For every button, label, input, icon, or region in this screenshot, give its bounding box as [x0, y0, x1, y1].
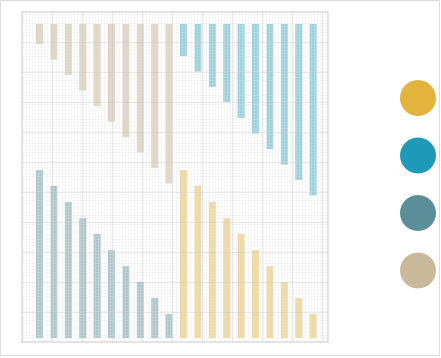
color-swatch: [400, 252, 436, 289]
palette: [400, 80, 436, 289]
color-swatch: [400, 80, 436, 116]
color-swatch: [400, 137, 436, 174]
color-swatch: [400, 195, 436, 231]
coarse-grid: [21, 11, 329, 343]
